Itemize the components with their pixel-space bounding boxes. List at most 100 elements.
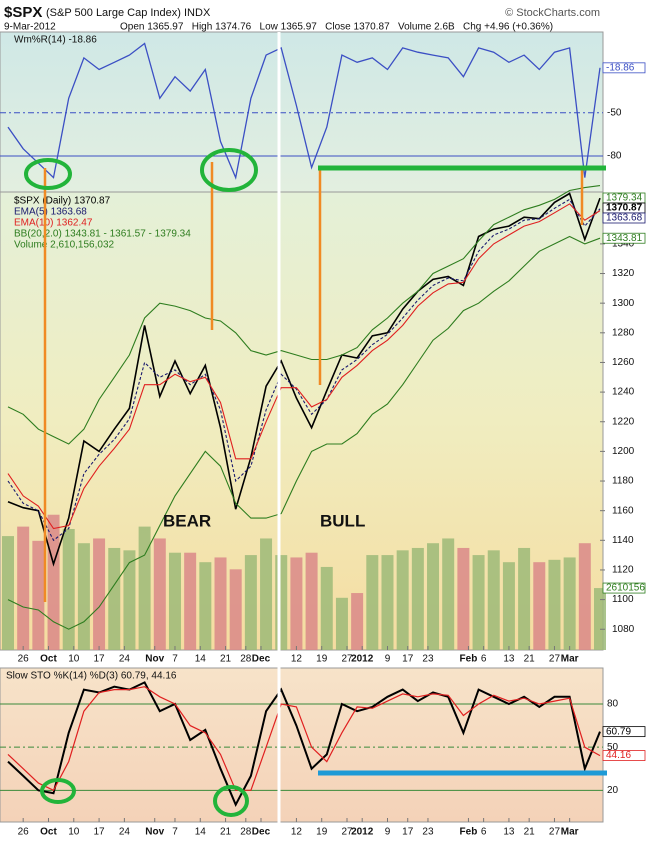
x-tick-label: 2012	[351, 827, 374, 838]
x-tick-label: 28	[240, 827, 252, 838]
y-tick-label: -80	[607, 151, 622, 162]
value-box	[602, 582, 646, 594]
x-tick-label: 27	[549, 654, 561, 665]
volume-bar	[335, 597, 348, 650]
index-name: (S&P 500 Large Cap Index) INDX	[46, 7, 211, 19]
y-tick-label: 1100	[612, 594, 634, 605]
x-tick-label: 17	[94, 654, 106, 665]
x-tick-label: 12	[291, 654, 303, 665]
y-tick-label: 1120	[612, 565, 634, 576]
x-tick-label: 10	[68, 827, 80, 838]
volume-bar	[305, 552, 318, 650]
x-tick-label: 27	[341, 654, 353, 665]
volume-bar	[381, 555, 394, 650]
x-tick-label: Mar	[561, 827, 579, 838]
series-line	[7, 198, 601, 542]
volume-bar	[563, 557, 576, 650]
value-box	[602, 232, 646, 244]
x-tick-label: Nov	[145, 827, 164, 838]
volume-bar	[533, 562, 546, 650]
markup-overlay	[24, 148, 607, 817]
value-label: 2610156	[606, 583, 645, 594]
stochastic-title: Slow STO %K(14) %D(3) 60.79, 44.16	[6, 671, 177, 682]
volume-bar	[472, 555, 485, 650]
stochastic-panel	[0, 667, 604, 823]
volume-bar	[108, 547, 121, 650]
x-tick-label: Nov	[145, 654, 164, 665]
x-tick-label: 17	[94, 827, 106, 838]
series-line	[7, 185, 601, 445]
value-box	[602, 62, 646, 74]
volume-bar	[153, 538, 166, 650]
x-tick-label: Oct	[40, 654, 57, 665]
highlight-circle	[200, 148, 258, 192]
x-tick-label: 23	[422, 654, 434, 665]
legend-entry: EMA(10) 1362.47	[14, 218, 93, 229]
x-tick-label: Dec	[252, 654, 271, 665]
volume-bar	[17, 526, 30, 650]
volume-bar	[32, 540, 45, 650]
value-box	[602, 750, 646, 761]
x-tick-label: 10	[68, 654, 80, 665]
y-tick-label: 1200	[612, 446, 635, 457]
x-tick-label: 21	[524, 827, 536, 838]
y-tick-label: 1180	[612, 476, 634, 487]
y-tick-label: 1080	[612, 624, 635, 635]
x-tick-label: 2012	[351, 654, 374, 665]
x-tick-label: Mar	[561, 654, 579, 665]
y-tick-label: 1140	[612, 535, 634, 546]
x-tick-label: 13	[503, 654, 515, 665]
x-tick-label: 26	[18, 654, 30, 665]
williams-title: Wm%R(14) -18.86	[14, 35, 97, 46]
highlight-circle	[24, 158, 72, 190]
x-tick-label: Feb	[460, 827, 478, 838]
value-label: 1370.87	[606, 203, 643, 214]
volume-bar	[548, 559, 561, 650]
volume-bar	[229, 569, 242, 650]
value-label: 1343.81	[606, 233, 643, 244]
x-tick-label: 23	[422, 827, 434, 838]
value-label: 44.16	[606, 750, 631, 761]
annotation: BEAR	[163, 511, 211, 530]
volume-bar	[518, 547, 531, 650]
volume-bar	[275, 555, 288, 650]
series-line	[7, 192, 601, 567]
volume-bar	[411, 547, 424, 650]
volume-bar	[457, 547, 470, 650]
x-tick-label: 17	[402, 827, 414, 838]
y-tick-label: 1320	[612, 268, 635, 279]
volume-bar	[320, 566, 333, 650]
source: © StockCharts.com	[505, 7, 600, 19]
value-box	[602, 212, 646, 224]
value-box	[602, 726, 646, 738]
volume-bar	[47, 514, 60, 650]
symbol: $SPX	[4, 4, 42, 21]
series-line	[7, 235, 601, 630]
x-tick-label: 21	[220, 654, 232, 665]
series-line	[7, 686, 601, 792]
x-tick-label: 6	[481, 827, 487, 838]
x-tick-label: 6	[481, 654, 487, 665]
highlight-circle	[40, 778, 76, 804]
x-tick-label: 27	[549, 827, 561, 838]
y-tick-label: -50	[607, 107, 622, 118]
volume-bar	[138, 526, 151, 650]
value-label: 60.79	[606, 726, 631, 737]
y-tick-label: 80	[607, 699, 619, 710]
volume-bar	[62, 528, 75, 650]
legend-entry: EMA(5) 1363.68	[14, 207, 87, 218]
x-tick-label: 19	[316, 827, 328, 838]
y-tick-label: 1240	[612, 387, 635, 398]
volume-bar	[442, 538, 455, 650]
x-tick-label: 28	[240, 654, 252, 665]
volume-bar	[184, 552, 197, 650]
y-tick-label: 1340	[612, 239, 635, 250]
volume-bar	[77, 543, 90, 650]
x-tick-label: 14	[195, 654, 207, 665]
x-tick-label: 9	[385, 654, 391, 665]
volume-bar	[351, 593, 364, 650]
x-tick-label: 9	[385, 827, 391, 838]
volume-bar	[2, 536, 14, 650]
date: 9-Mar-2012	[4, 22, 56, 33]
x-tick-label: 21	[524, 654, 536, 665]
